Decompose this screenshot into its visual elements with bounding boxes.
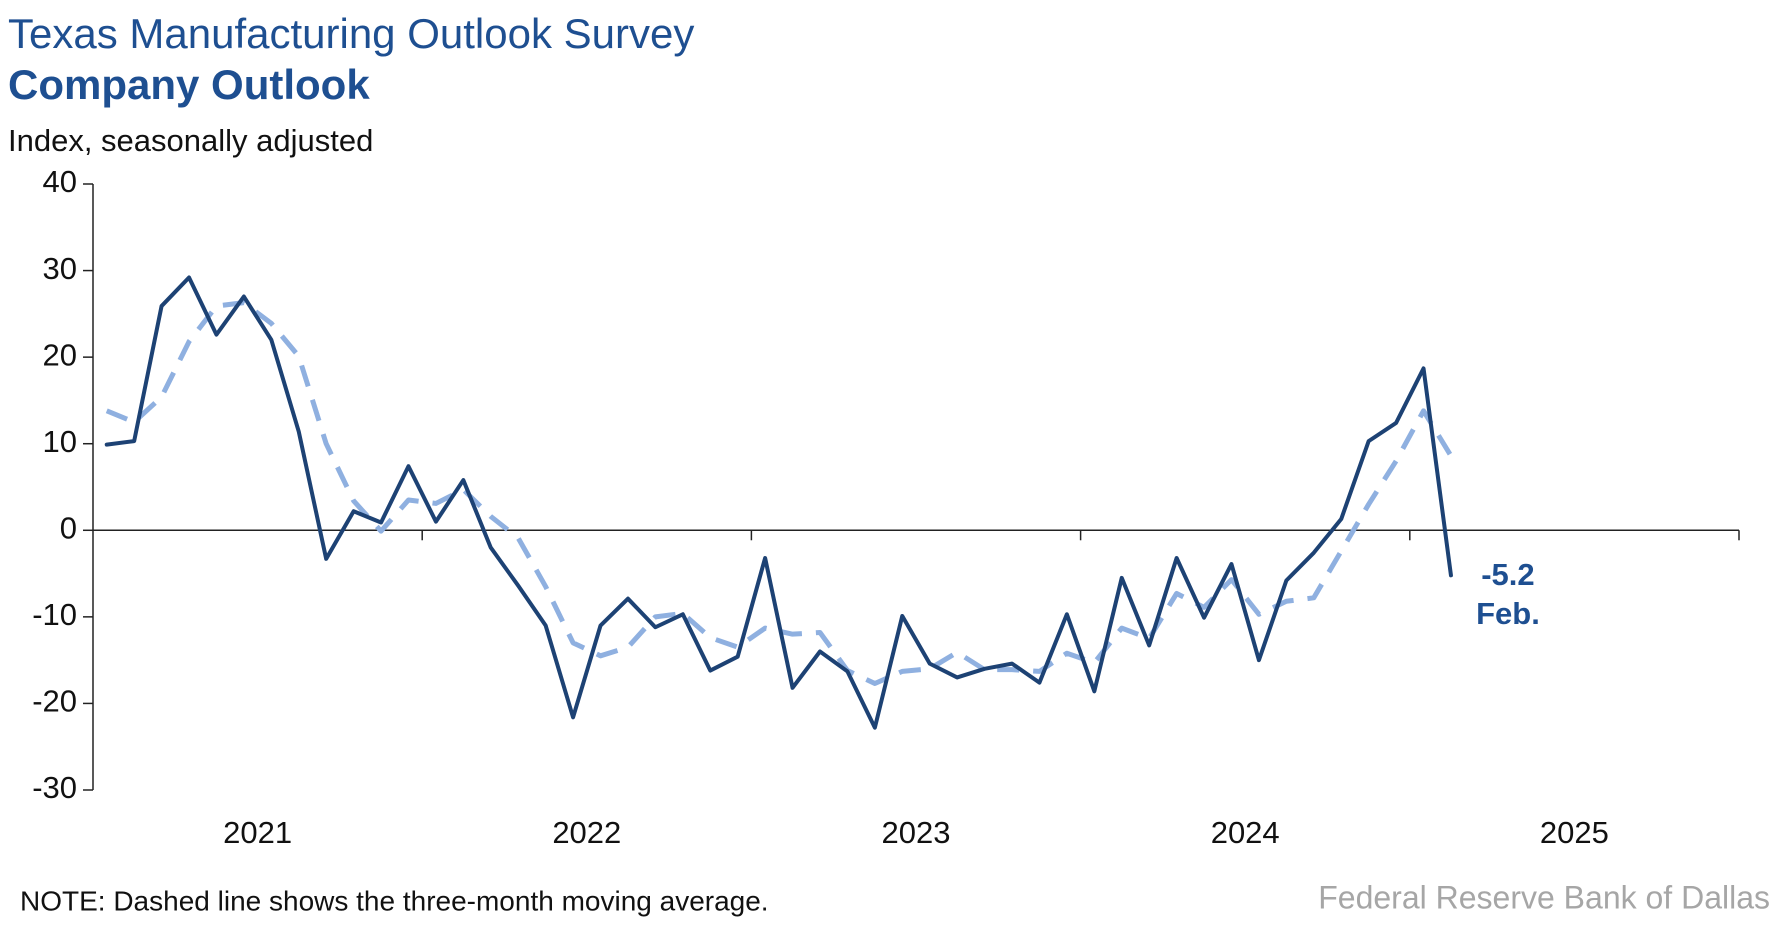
chart-title: Texas Manufacturing Outlook Survey [8,10,694,57]
x-tick-label: 2024 [1211,815,1280,850]
x-tick-label: 2023 [882,815,951,850]
y-tick-label: -10 [32,597,77,632]
y-tick-label: 0 [60,510,77,545]
y-tick-label: 20 [43,337,77,372]
y-tick-label: -30 [32,770,77,805]
note: NOTE: Dashed line shows the three-month … [20,885,769,916]
end-date-label: Feb. [1476,596,1540,631]
x-tick-label: 2022 [552,815,621,850]
source: Federal Reserve Bank of Dallas [1318,879,1770,915]
y-tick-label: 10 [43,424,77,459]
series-line [104,275,1453,730]
x-tick-label: 2025 [1540,815,1609,850]
y-tick-label: 40 [43,164,77,199]
moving-average-line [105,300,1454,687]
chart-subtitle: Company Outlook [8,61,370,108]
y-tick-label: 30 [43,251,77,286]
end-value-label: -5.2 [1481,557,1534,592]
y-axis-label: Index, seasonally adjusted [8,123,373,158]
x-tick-label: 2021 [223,815,292,850]
y-tick-label: -20 [32,684,77,719]
